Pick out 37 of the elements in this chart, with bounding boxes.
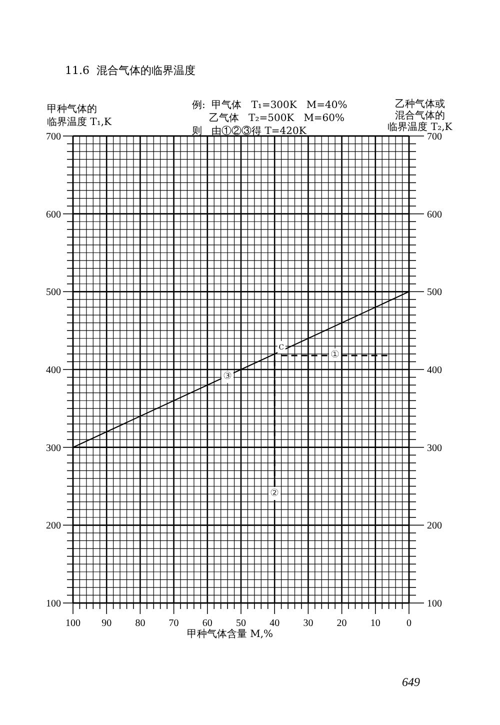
y2-axis-title: 乙种气体或混合气体的临界温度 T₂,K [388, 98, 453, 133]
y-tick-label: 200 [46, 520, 61, 532]
x-tick-label: 10 [370, 618, 380, 629]
chart-title: 11.6 混合气体的临界温度 [65, 64, 196, 77]
x-tick-label: 60 [202, 618, 212, 629]
y2-tick-label: 100 [427, 598, 442, 610]
y2-tick-label: 500 [427, 287, 442, 298]
x-tick-label: 70 [168, 618, 179, 629]
x-tick-label: 80 [135, 618, 146, 629]
annotation: c [278, 342, 285, 353]
annotation: 则 由①②③得 T=420K [192, 125, 307, 137]
y2-tick-label: 300 [427, 442, 442, 454]
text: 例: 甲气体 T₁=300K M=40% [192, 99, 348, 111]
x-tick-label: 30 [303, 618, 314, 629]
x-tick-label: 90 [102, 618, 112, 629]
text: 649 [402, 675, 420, 689]
x-tick-label: 100 [66, 618, 80, 629]
annotation: ② [270, 488, 280, 499]
y-tick-label: 400 [46, 365, 61, 376]
x-tick-label: 0 [406, 618, 412, 629]
x-axis-title: 甲种气体含量 M,% [186, 628, 274, 640]
annotation: ① [330, 349, 340, 360]
x-tick-label: 50 [236, 618, 246, 629]
y-tick-label: 100 [46, 598, 61, 610]
y2-tick-label: 400 [427, 365, 442, 376]
y-tick-label: 500 [46, 287, 61, 298]
y-tick-label: 600 [46, 209, 61, 220]
annotation: ③ [223, 371, 232, 382]
y2-tick-label: 200 [427, 520, 442, 532]
y2-tick-label: 600 [427, 209, 442, 220]
y-tick-label: 300 [46, 442, 61, 454]
y-axis-title: 甲种气体的临界温度 T₁,K [47, 103, 112, 128]
x-tick-label: 20 [336, 618, 347, 629]
y2-tick-label: 700 [427, 132, 442, 142]
x-tick-label: 40 [270, 618, 280, 629]
text: 乙气体 T₂=500K M=60% [209, 112, 345, 124]
y-tick-label: 700 [46, 132, 61, 142]
